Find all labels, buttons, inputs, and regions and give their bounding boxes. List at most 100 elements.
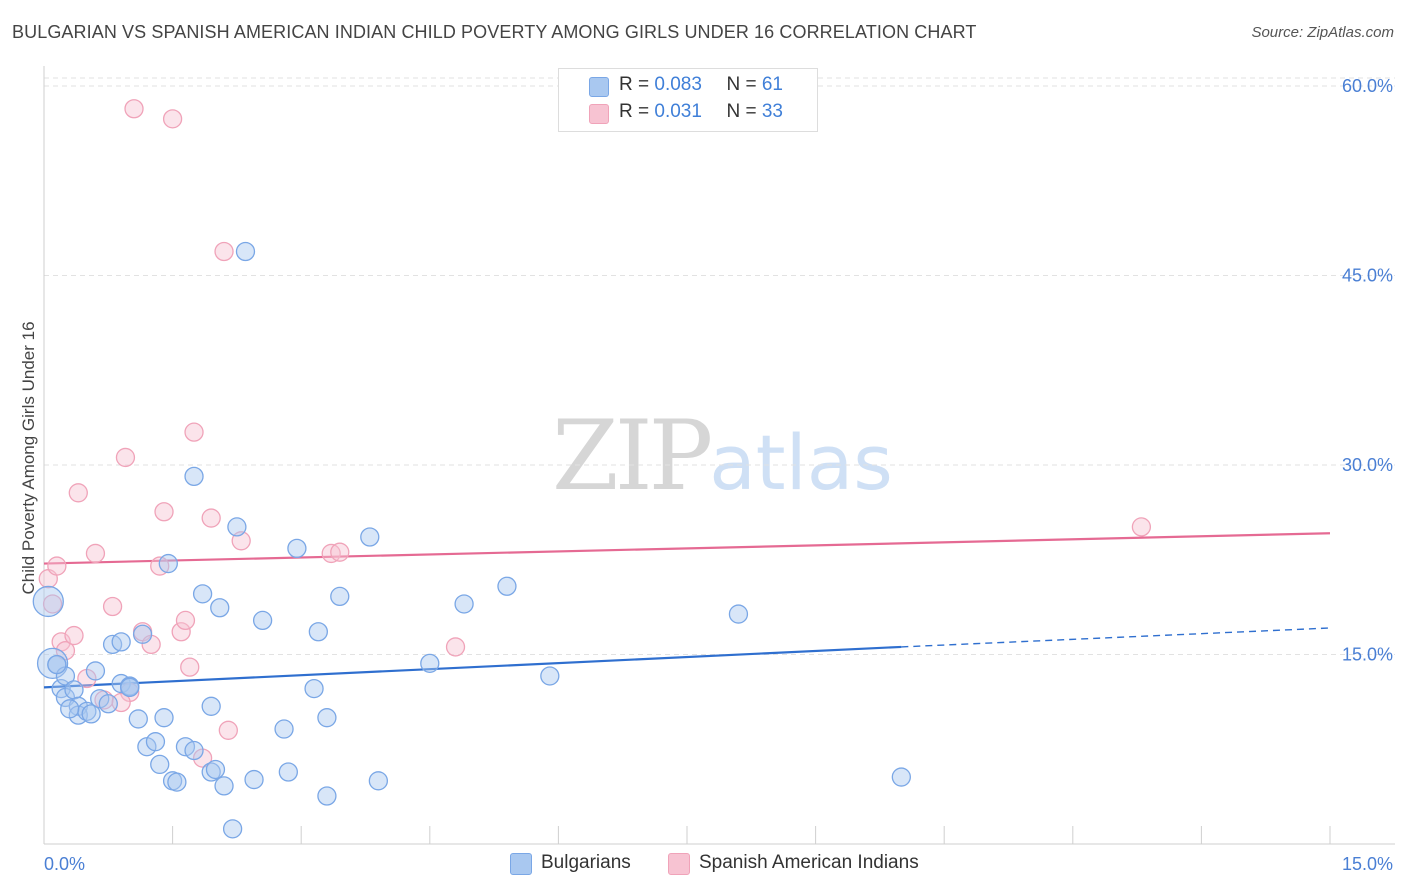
r-label: R = <box>619 101 655 122</box>
point-bulgarians <box>214 776 234 796</box>
n-value: 33 <box>761 101 783 122</box>
legend-swatch-spanish-american-indians <box>668 853 690 875</box>
point-bulgarians <box>210 598 230 618</box>
point-bulgarians <box>64 680 84 700</box>
point-bulgarians <box>158 553 178 574</box>
tick-labels: 15.0% 30.0% 45.0% 60.0% 0.0% 15.0% <box>44 76 1393 874</box>
x-tick-label: 15.0% <box>1342 854 1393 874</box>
point-bulgarians <box>308 622 328 642</box>
point-bulgarians <box>192 584 213 604</box>
r-value: 0.083 <box>654 74 702 95</box>
n-label: N = <box>726 101 762 122</box>
data-points <box>32 99 1152 839</box>
r-label: R = <box>619 74 655 95</box>
source-label: Source: ZipAtlas.com <box>1251 24 1394 41</box>
point-spanish-american-indians <box>175 610 196 631</box>
point-spanish-american-indians <box>64 625 84 646</box>
point-bulgarians <box>154 708 174 728</box>
point-bulgarians <box>128 709 148 729</box>
y-axis-label: Child Poverty Among Girls Under 16 <box>19 321 38 594</box>
stats-legend: R = 0.083 N = 61 R = 0.031 N = 33 <box>558 68 818 132</box>
point-bulgarians <box>728 604 749 624</box>
point-bulgarians <box>111 632 131 652</box>
point-spanish-american-indians <box>162 109 183 129</box>
point-spanish-american-indians <box>102 596 123 617</box>
trend-line-bulgarians <box>43 645 902 689</box>
legend-swatch-bulgarians <box>510 853 532 875</box>
point-bulgarians <box>278 762 298 782</box>
x-tick-label: 0.0% <box>44 854 85 874</box>
point-spanish-american-indians <box>55 641 76 661</box>
point-spanish-american-indians <box>201 508 221 528</box>
point-spanish-american-indians <box>330 542 350 562</box>
point-spanish-american-indians <box>115 447 136 468</box>
point-bulgarians <box>454 594 474 614</box>
point-spanish-american-indians <box>154 502 174 522</box>
point-bulgarians <box>287 538 307 559</box>
point-bulgarians <box>274 719 294 739</box>
point-bulgarians <box>891 767 911 787</box>
point-bulgarians <box>85 661 106 681</box>
legend-label-bulgarians: Bulgarians <box>541 852 631 873</box>
chart-title: BULGARIAN VS SPANISH AMERICAN INDIAN CHI… <box>12 22 977 42</box>
trend-line-bulgarians-extension <box>901 627 1331 648</box>
point-spanish-american-indians <box>214 241 234 262</box>
point-spanish-american-indians <box>218 720 238 740</box>
point-spanish-american-indians <box>124 99 144 119</box>
point-bulgarians <box>330 586 350 607</box>
legend-row-spanish-american-indians: R = 0.031 N = 33 <box>619 101 783 127</box>
point-bulgarians <box>244 769 264 790</box>
point-bulgarians <box>167 772 187 792</box>
point-bulgarians <box>60 699 80 719</box>
point-bulgarians <box>540 666 560 686</box>
y-tick-label: 60.0% <box>1342 76 1393 96</box>
point-bulgarians <box>98 694 118 714</box>
point-bulgarians <box>201 696 221 716</box>
series-legend: Bulgarians Spanish American Indians <box>0 852 1406 878</box>
point-bulgarians <box>120 677 140 697</box>
point-bulgarians <box>184 466 204 487</box>
trend-lines <box>43 532 1331 689</box>
point-bulgarians <box>317 708 337 728</box>
y-tick-label: 15.0% <box>1342 645 1393 665</box>
point-spanish-american-indians <box>180 657 200 677</box>
point-bulgarians <box>132 624 153 644</box>
point-spanish-american-indians <box>42 594 63 614</box>
point-bulgarians <box>81 704 101 724</box>
legend-row-bulgarians: R = 0.083 N = 61 <box>619 74 783 100</box>
point-bulgarians <box>304 678 324 699</box>
point-bulgarians <box>317 786 337 806</box>
point-bulgarians <box>184 740 204 761</box>
y-tick-label: 30.0% <box>1342 455 1393 475</box>
point-spanish-american-indians <box>47 556 67 576</box>
y-tick-label: 45.0% <box>1342 266 1393 286</box>
point-spanish-american-indians <box>445 637 466 657</box>
axes <box>43 66 1395 845</box>
point-bulgarians <box>227 517 247 537</box>
point-bulgarians <box>252 610 273 631</box>
point-spanish-american-indians <box>1131 517 1152 537</box>
gridlines <box>44 77 1395 655</box>
point-bulgarians <box>235 241 256 262</box>
r-value: 0.031 <box>654 101 702 122</box>
legend-swatch-spanish-american-indians <box>589 104 609 124</box>
watermark-zip: ZIP <box>552 400 713 512</box>
point-bulgarians <box>150 754 170 775</box>
point-spanish-american-indians <box>85 543 106 564</box>
point-spanish-american-indians <box>68 483 88 503</box>
point-spanish-american-indians <box>184 422 204 442</box>
point-bulgarians <box>497 576 517 596</box>
point-bulgarians <box>222 819 243 839</box>
legend-swatch-bulgarians <box>589 77 609 97</box>
watermark-atlas: atlas <box>709 418 893 507</box>
point-spanish-american-indians <box>171 622 191 642</box>
trend-line-spanish-american-indians <box>43 532 1331 565</box>
point-bulgarians <box>47 654 67 675</box>
point-bulgarians <box>145 732 166 752</box>
point-bulgarians <box>32 585 64 618</box>
point-bulgarians <box>420 653 440 673</box>
watermark: ZIPatlas <box>552 400 893 512</box>
n-label: N = <box>726 74 762 95</box>
point-bulgarians <box>360 527 380 547</box>
